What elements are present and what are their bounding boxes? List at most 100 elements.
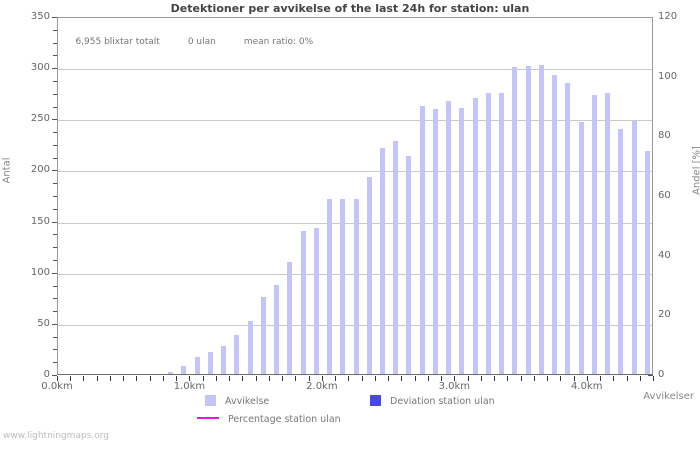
y-tickmark-left-minor [53,349,57,351]
annotation-total: 6,955 blixtar totalt [75,37,160,47]
y-tickmark-left [52,17,57,18]
x-tickmark [586,376,588,381]
x-tickmark [229,376,231,381]
x-tickmark [162,376,164,381]
legend-item-2[interactable]: Percentage station ulan [197,414,341,425]
y-tick-left-300: 300 [30,62,50,74]
annotation-station-count: 0 ulan [187,37,216,47]
x-tickmark [202,376,204,381]
bar [247,320,253,374]
bar [459,108,465,374]
legend-swatch-icon [370,395,381,406]
x-tickmark [57,376,58,381]
y-tick-right-20: 20 [658,309,671,321]
x-tickmark [401,376,403,381]
plot-area [57,17,653,375]
x-axis-label: Avvikelser [643,391,694,402]
gridline-200 [58,171,652,173]
bar [485,92,491,374]
bar [207,351,213,374]
bar [340,199,346,374]
y-tick-left-350: 350 [30,11,50,22]
x-tickmark [626,376,628,381]
y-tick-left-0: 0 [43,369,50,380]
legend-label: Percentage station ulan [228,414,341,425]
y-tick-right-40: 40 [658,249,671,261]
y-tickmark-left-minor [53,311,57,313]
y-tick-right-0: 0 [658,369,665,380]
y-tickmark-left-minor [53,247,57,249]
x-tickmark [480,376,482,381]
y-tick-right-120: 120 [658,11,678,22]
x-tickmark [388,376,390,381]
y-tick-right-80: 80 [658,130,671,142]
bar [525,66,531,374]
x-tickmark [176,376,178,381]
bar [538,65,544,374]
y-tickmark-left-minor [53,362,57,364]
watermark: www.lightningmaps.org [3,431,109,441]
bar [366,176,372,374]
y-tickmark-left-minor [53,336,57,338]
x-tickmark [600,376,602,381]
x-tickmark [215,376,217,381]
legend-label: Avvikelse [225,396,270,407]
y-tickmark-left-minor [53,55,57,57]
x-tickmark [533,376,535,381]
y-tickmark-left-minor [53,285,57,287]
bar [419,106,425,374]
legend-swatch-icon [205,395,216,406]
y-tick-left-100: 100 [30,266,50,278]
y-tick-left-200: 200 [30,164,50,176]
y-tickmark-left-minor [53,208,57,210]
x-tickmark [573,376,575,381]
x-tickmark [361,376,363,381]
x-tickmark [109,376,111,381]
y-tickmark-right [648,375,653,376]
x-tickmark [414,376,416,381]
y-tickmark-left-minor [53,29,57,31]
x-tickmark [348,376,350,381]
bar [552,75,558,374]
x-tickmark [282,376,284,381]
y-tickmark-left-minor [53,42,57,44]
y-tickmark-left-minor [53,183,57,185]
bar [274,285,280,374]
x-tickmark [136,376,138,381]
bar [181,365,187,374]
y-tick-left-50: 50 [37,317,50,329]
y-tickmark-left-minor [53,132,57,134]
chart-legend: Avvikelse Deviation station ulan Percentag… [0,393,700,433]
x-tickmark [374,376,376,381]
x-tickmark [308,376,310,381]
bar [512,67,518,374]
y-tickmark-left [52,375,57,376]
y-tickmark-left-minor [53,234,57,236]
y-tick-left-150: 150 [30,215,50,227]
bar [472,97,478,374]
x-tickmark [639,376,641,381]
legend-label: Deviation station ulan [390,396,495,407]
x-tickmark [520,376,522,381]
x-tick-label-2: 2.0km [306,381,338,392]
bar [406,156,412,374]
x-tickmark [613,376,615,381]
x-tickmark [494,376,496,381]
x-tickmark [242,376,244,381]
x-tickmark [123,376,125,381]
chart-title: Detektioner per avvikelse of the last 24… [170,2,530,15]
bar [327,199,332,374]
legend-item-0[interactable]: Avvikelse [205,395,269,407]
x-tickmark [83,376,85,381]
x-tick-label-4: 4.0km [571,381,603,392]
x-tickmark [96,376,98,381]
x-tick-label-1: 1.0km [173,381,206,392]
bar [644,151,650,374]
bar [234,335,240,374]
y-tickmark-left-minor [53,196,57,197]
y-tickmark-left-minor [53,298,57,300]
bar [605,92,611,374]
x-tickmark [547,376,549,381]
legend-item-1[interactable]: Deviation station ulan [370,395,495,407]
